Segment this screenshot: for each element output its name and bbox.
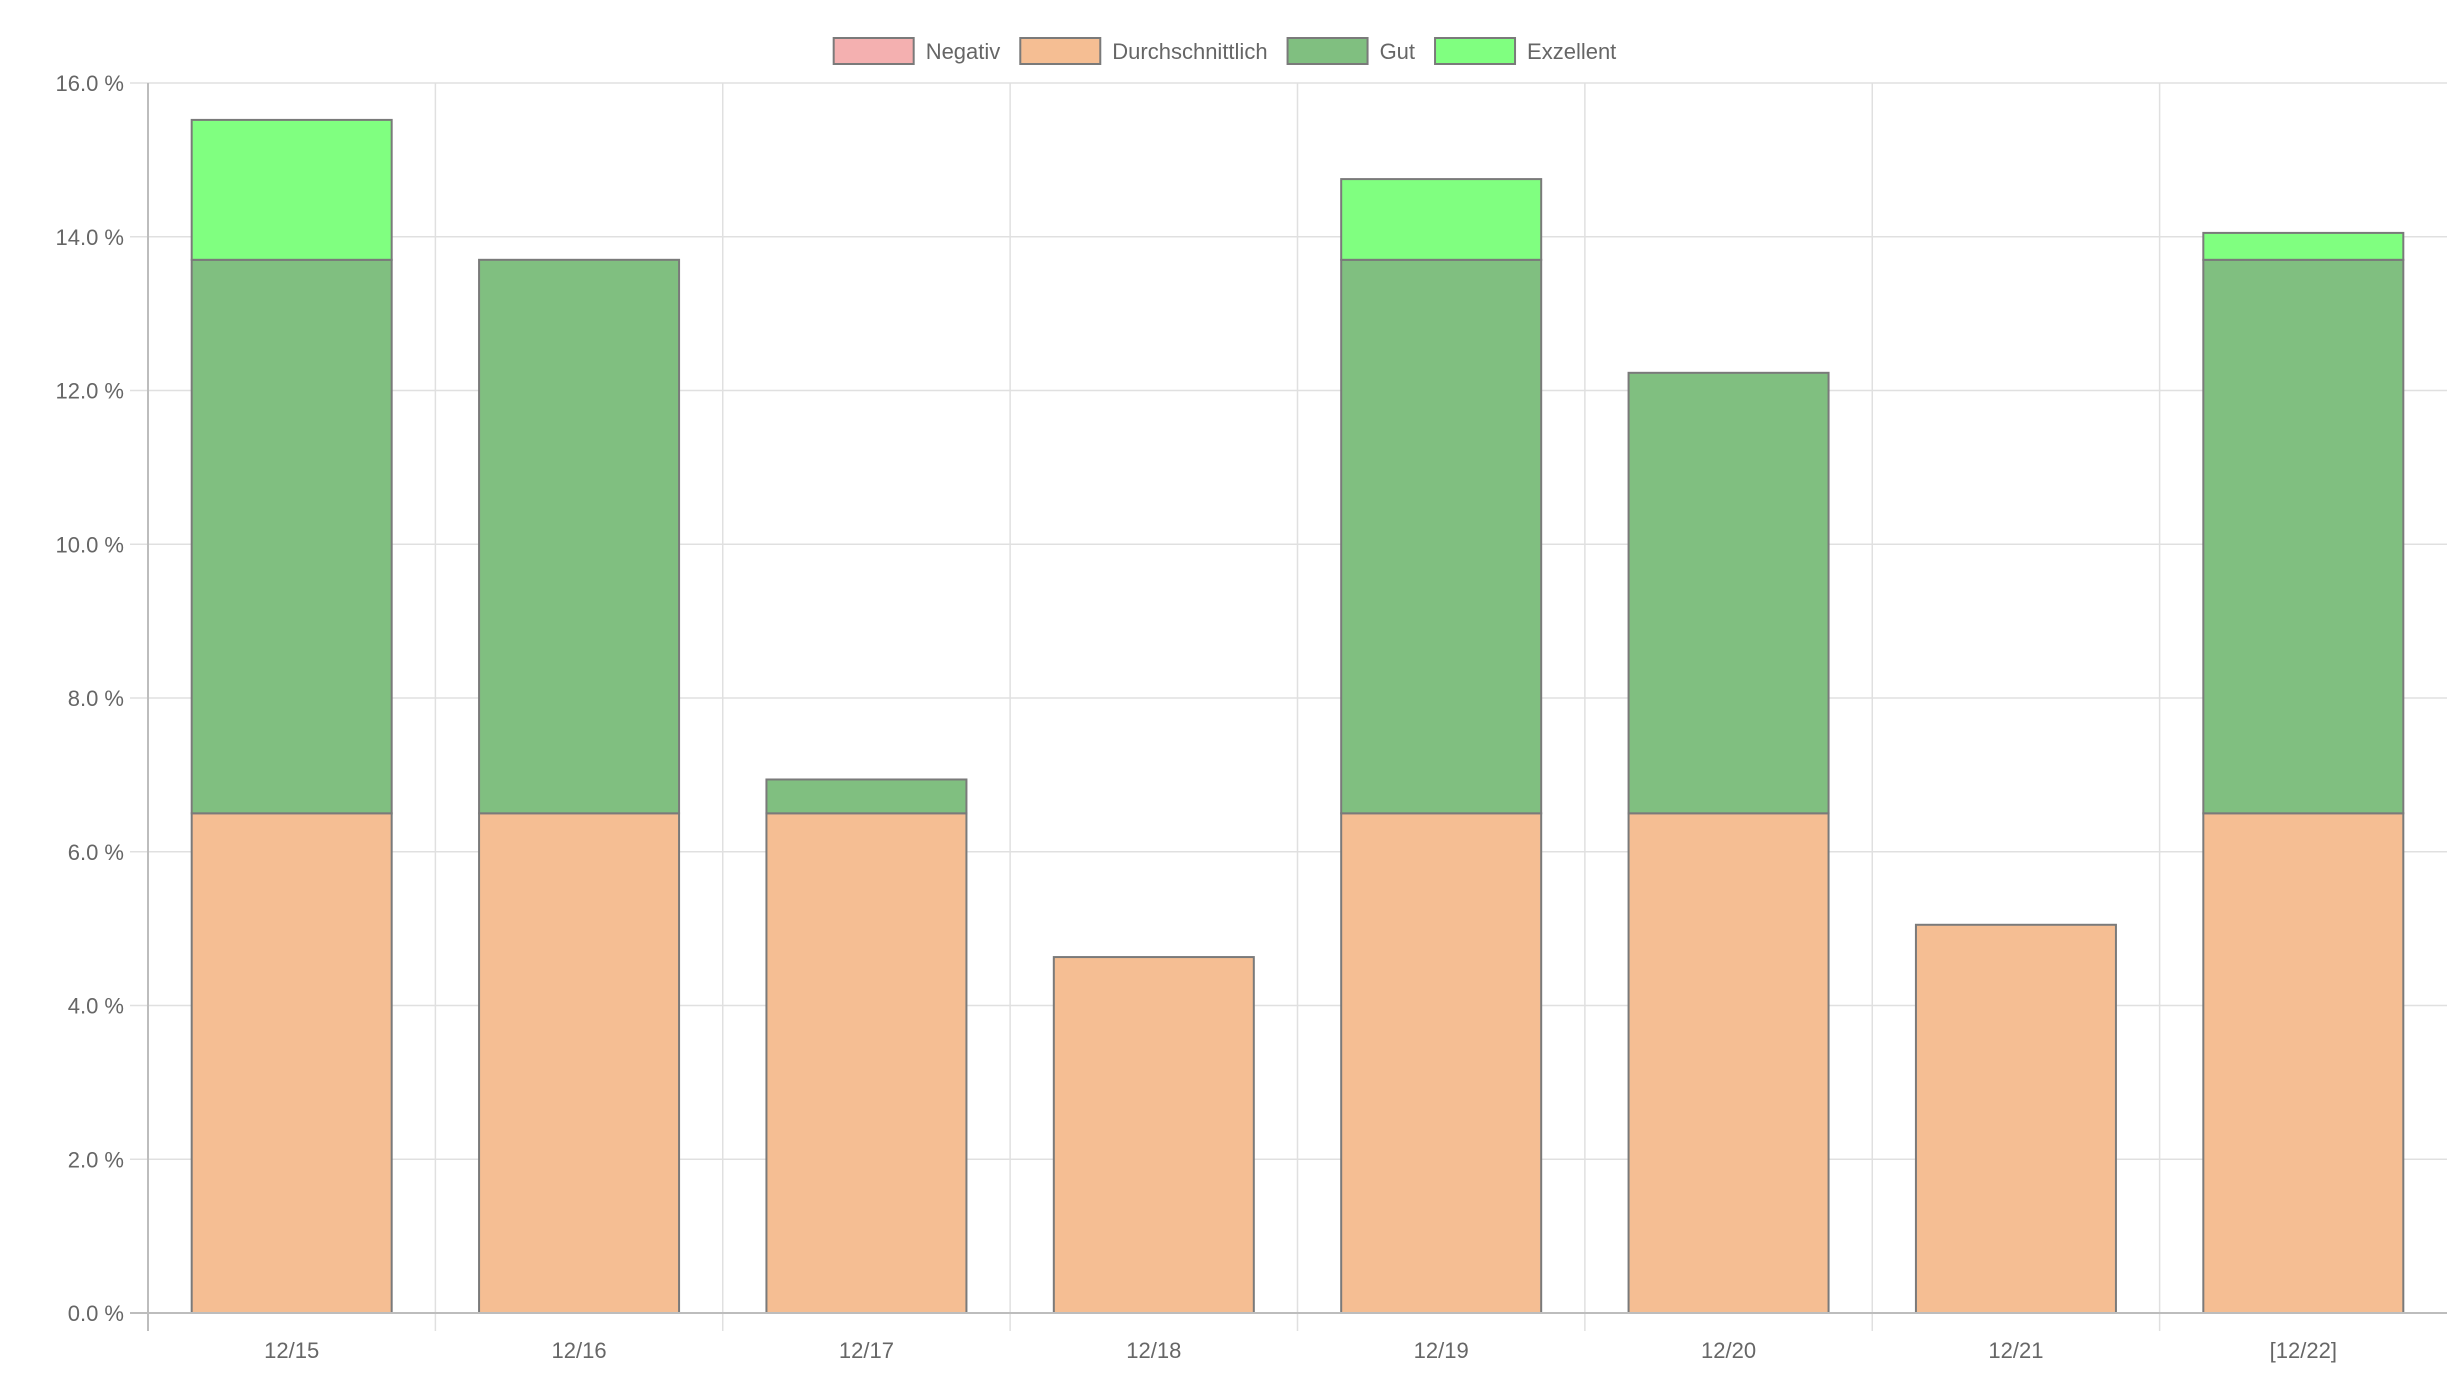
bar-segment-durchschnittlich [1627,812,1830,1314]
legend-label: Exzellent [1527,39,1616,64]
bars [190,118,2405,1314]
legend-item-durchschnittlich[interactable]: Durchschnittlich [1019,37,1268,65]
bar-segment-durchschnittlich [190,812,393,1314]
y-tick-label: 8.0 % [68,686,124,711]
bar-segment-durchschnittlich [1340,812,1543,1314]
bar-segment-gut [1627,371,1830,815]
legend-item-negativ[interactable]: Negativ [832,37,1001,65]
x-tick-label: 12/15 [264,1338,319,1363]
x-tick-label: 12/19 [1414,1338,1469,1363]
bar-segment-gut [1340,258,1543,815]
bar-segment-durchschnittlich [765,812,968,1314]
legend-label: Gut [1380,39,1415,64]
y-tick-label: 4.0 % [68,994,124,1019]
y-tick-label: 12.0 % [56,379,125,404]
legend-item-gut[interactable]: Gut [1286,37,1415,65]
x-tick-label: 12/16 [552,1338,607,1363]
legend-swatch [832,37,915,65]
legend-swatch [1434,37,1517,65]
legend-label: Durchschnittlich [1112,39,1267,64]
y-tick-label: 16.0 % [56,71,125,96]
bar-segment-exzellent [1340,178,1543,261]
bar-segment-exzellent [2202,231,2405,261]
bar-segment-durchschnittlich [478,812,681,1314]
bar-segment-gut [478,258,681,815]
y-tick-label: 10.0 % [56,532,125,557]
x-tick-label: 12/20 [1701,1338,1756,1363]
x-tick-label: 12/21 [1988,1338,2043,1363]
legend-swatch [1019,37,1102,65]
x-tick-label: 12/18 [1126,1338,1181,1363]
bar-segment-durchschnittlich [1052,956,1255,1314]
x-tick-label: 12/17 [839,1338,894,1363]
y-tick-label: 0.0 % [68,1301,124,1326]
x-tick-label: [12/22] [2270,1338,2337,1363]
y-tick-label: 2.0 % [68,1147,124,1172]
bar-segment-exzellent [190,118,393,261]
bar-segment-gut [190,258,393,815]
legend-swatch [1286,37,1369,65]
bar-segment-gut [765,778,968,815]
legend-item-exzellent[interactable]: Exzellent [1434,37,1616,65]
legend-label: Negativ [926,39,1001,64]
bar-segment-gut [2202,258,2405,815]
legend: Negativ Durchschnittlich Gut Exzellent [832,37,1616,65]
y-tick-label: 14.0 % [56,225,125,250]
bar-segment-durchschnittlich [1914,923,2117,1314]
axes: 0.0 % 2.0 % 4.0 % 6.0 % 8.0 % 10.0 % 12.0 % 14.… [56,71,2447,1363]
bar-segment-durchschnittlich [2202,812,2405,1314]
y-tick-label: 6.0 % [68,840,124,865]
